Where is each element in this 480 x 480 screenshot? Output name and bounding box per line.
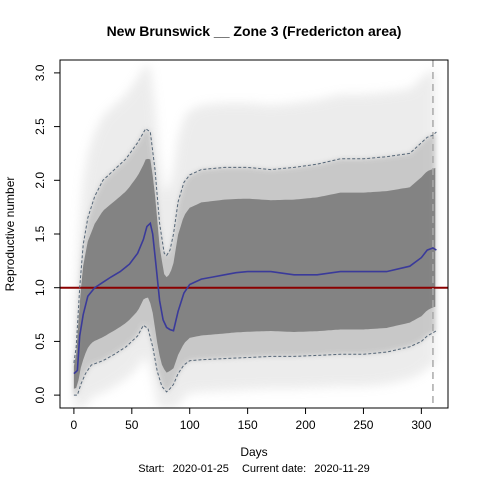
x-tick-label: 0 [71, 418, 78, 432]
y-axis-label: Reproductive number [3, 177, 17, 292]
chart-title: New Brunswick __ Zone 3 (Fredericton are… [107, 23, 402, 39]
plot-area [60, 60, 448, 408]
x-tick-label: 200 [296, 418, 316, 432]
x-tick-label: 300 [411, 418, 431, 432]
y-tick-label: 3.0 [33, 64, 47, 81]
x-tick-label: 150 [238, 418, 258, 432]
current-date-label: Current date: [242, 463, 306, 475]
x-axis: 0 50 100 150 200 250 300 [71, 408, 432, 432]
start-date: 2020-01-25 [173, 463, 229, 475]
y-tick-label: 1.0 [33, 279, 47, 296]
median-line [73, 221, 437, 375]
lower-bound-line [73, 324, 437, 396]
x-tick-label: 100 [180, 418, 200, 432]
y-tick-label: 2.0 [33, 172, 47, 189]
current-date: 2020-11-29 [314, 463, 369, 475]
y-tick-label: 0.5 [33, 333, 47, 350]
y-axis: 0.0 0.5 1.0 1.5 2.0 2.5 3.0 [33, 64, 60, 403]
date-caption: Start: 2020-01-25 Current date: 2020-11-… [138, 463, 369, 475]
y-tick-label: 0.0 [33, 386, 47, 403]
x-tick-label: 50 [125, 418, 139, 432]
simulation-band-core [73, 158, 436, 389]
x-axis-label: Days [240, 445, 267, 459]
y-tick-label: 1.5 [33, 225, 47, 242]
start-label: Start: [138, 463, 164, 475]
x-tick-label: 250 [353, 418, 373, 432]
y-tick-label: 2.5 [33, 118, 47, 135]
upper-bound-line [73, 127, 437, 363]
